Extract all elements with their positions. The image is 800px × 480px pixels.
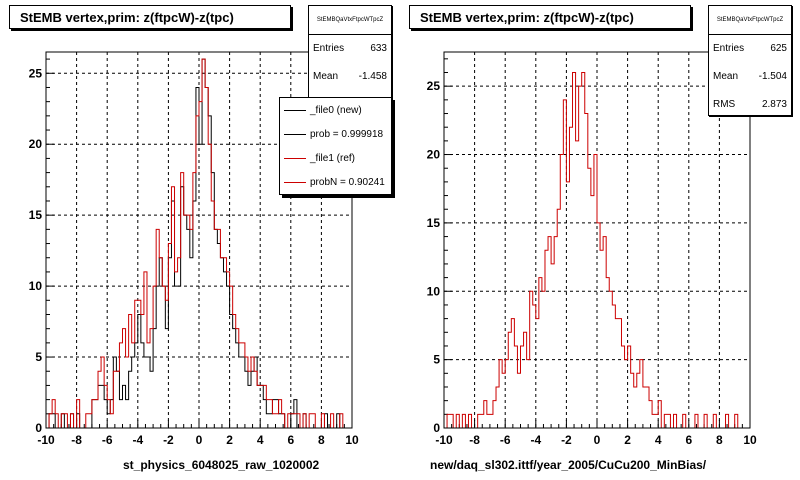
right-plot-panel: -10 -8 -6 -4 -2 0 2 4 6 8 10 0 5 10 15 20 25 StEMB verte…: [400, 0, 800, 480]
right-x-axis-title: new/daq_sl302.ittf/year_2005/CuCu200_Min…: [430, 458, 707, 472]
right-x-tick-label: 0: [594, 433, 601, 447]
stats-value: 2.873: [761, 99, 787, 110]
legend-label: _file0 (new): [310, 104, 362, 116]
right-stats-mean-row: Mean -1.504: [709, 63, 791, 91]
legend-entry: _file1 (ref): [280, 146, 391, 170]
legend-line-swatch: [284, 109, 306, 111]
left-series-1-histogram-line: [46, 58, 352, 429]
right-x-tick-label: -6: [500, 433, 511, 447]
stats-label: RMS: [713, 99, 736, 110]
left-y-tick-label: 5: [35, 350, 42, 364]
stats-value: 625: [770, 43, 787, 54]
right-plot-title: StEMB vertex,prim: z(ftpcW)-z(tpc): [409, 5, 691, 29]
left-legend-box: _file0 (new) prob = 0.999918 _file1 (ref…: [279, 97, 392, 195]
left-plot-panel: -10 -8 -6 -4 -2 0 2 4 6 8 10 0 5 10 15 20 25 StEMB verte…: [9, 5, 392, 472]
right-x-tick-label: -4: [530, 433, 541, 447]
left-plot-title: StEMB vertex,prim: z(ftpcW)-z(tpc): [9, 5, 291, 29]
left-histogram-plot: -10 -8 -6 -4 -2 0 2 4 6 8 10 0 5 10 15 20 25: [29, 51, 359, 447]
stats-label: Entries: [713, 43, 745, 54]
left-x-tick-label: 0: [196, 433, 203, 447]
right-x-tick-label: 2: [624, 433, 631, 447]
left-x-tick-label: 10: [345, 433, 359, 447]
left-x-tick-label: 8: [318, 433, 325, 447]
left-x-tick-label: -4: [132, 433, 143, 447]
left-x-tick-label: -10: [37, 433, 55, 447]
right-x-tick-label: 4: [655, 433, 662, 447]
right-stats-box: StEMBQaVtxFtpcWTpcZ Entries 625 Mean -1.…: [708, 5, 792, 116]
right-stats-name: StEMBQaVtxFtpcWTpcZ: [709, 6, 791, 35]
left-stats-entries-row: Entries 633: [309, 35, 391, 63]
right-y-tick-label: 15: [427, 216, 441, 230]
right-x-tick-label: 8: [716, 433, 723, 447]
stats-label: Entries: [313, 43, 345, 54]
right-x-tick-label: -2: [561, 433, 572, 447]
right-stats-entries-row: Entries 625: [709, 35, 791, 63]
stats-value: -1.458: [358, 71, 387, 82]
right-y-tick-label: 20: [427, 148, 441, 162]
legend-label: _file1 (ref): [310, 152, 356, 164]
legend-line-swatch: [284, 157, 306, 159]
stats-value: -1.504: [758, 71, 787, 82]
right-stats-rms-row: RMS 2.873: [709, 91, 791, 119]
left-y-tick-label: 20: [29, 137, 43, 151]
left-plot-frame: [45, 51, 353, 429]
left-x-tick-label: -6: [102, 433, 113, 447]
right-x-tick-label: 6: [685, 433, 692, 447]
stats-label: Mean: [313, 71, 339, 82]
left-x-tick-label: 6: [287, 433, 294, 447]
stats-value: 633: [370, 43, 387, 54]
left-x-axis-title: st_physics_6048025_raw_1020002: [123, 458, 320, 472]
right-x-tick-label: -8: [469, 433, 480, 447]
stats-label: Mean: [713, 71, 739, 82]
left-y-tick-label: 15: [29, 208, 43, 222]
legend-entry: probN = 0.90241: [280, 170, 391, 194]
left-y-tick-label: 10: [29, 279, 43, 293]
right-histogram-plot: -10 -8 -6 -4 -2 0 2 4 6 8 10 0 5 10 15 20 25: [427, 51, 757, 447]
right-x-tick-label: -10: [435, 433, 453, 447]
right-y-tick-label: 0: [433, 421, 440, 435]
left-stats-mean-row: Mean -1.458: [309, 63, 391, 91]
legend-label: probN = 0.90241: [310, 176, 385, 188]
legend-line-swatch: [284, 181, 306, 183]
left-stats-name: StEMBQaVtxFtpcWTpcZ: [309, 6, 391, 35]
legend-entry: prob = 0.999918: [280, 122, 391, 146]
right-x-tick-label: 10: [743, 433, 757, 447]
left-x-tick-label: 4: [257, 433, 264, 447]
right-plot-frame: [443, 51, 751, 429]
legend-label: prob = 0.999918: [310, 128, 384, 140]
left-y-tick-label: 0: [35, 421, 42, 435]
legend-line-swatch: [284, 133, 306, 135]
legend-entry: _file0 (new): [280, 98, 391, 122]
left-x-tick-label: -8: [71, 433, 82, 447]
left-x-tick-label: 2: [226, 433, 233, 447]
right-y-tick-label: 25: [427, 79, 441, 93]
right-y-tick-label: 5: [433, 353, 440, 367]
left-x-tick-label: -2: [163, 433, 174, 447]
right-y-tick-label: 10: [427, 284, 441, 298]
left-y-tick-label: 25: [29, 66, 43, 80]
